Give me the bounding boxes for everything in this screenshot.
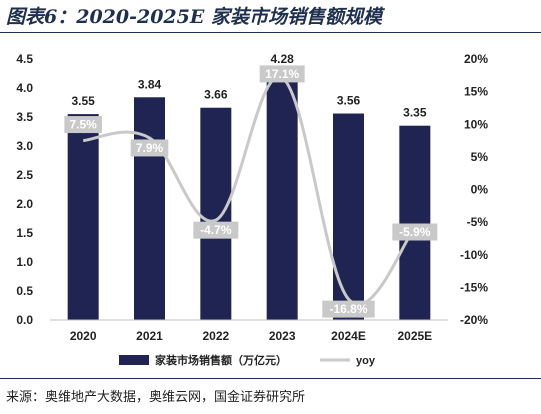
left-axis-tick-label: 3.0 [16,139,33,153]
bar-mark [200,107,232,320]
left-axis-tick-label: 4.5 [16,52,33,66]
yoy-label-box [64,116,102,134]
legend-bar-swatch [119,355,149,365]
left-axis-tick-label: 3.5 [16,110,33,124]
left-axis-tick-label: 1.0 [16,255,33,269]
left-axis-tick-label: 4.0 [16,81,33,95]
source-note: 来源：奥维地产大数据，奥维云网，国金证券研究所 [6,390,306,405]
yoy-label-box [322,300,375,318]
bar-mark [399,125,431,320]
right-axis-tick-label: 5% [471,150,489,164]
sales-bar-line-chart: 0.0 0.5 1.0 1.5 2.0 2.5 3.0 3.5 4.0 4.5 -20% -15% -1… [16,52,489,367]
yoy-label-box [193,221,239,239]
yoy-label-box [259,65,305,83]
x-axis-tick-label: 2020 [70,329,97,343]
bar-value-label: 4.28 [270,52,294,66]
legend-line-label: yoy [356,355,376,367]
right-axis-tick-label: -10% [460,248,488,262]
left-axis-tick-label: 0.0 [16,313,33,327]
right-axis-tick-label: -20% [460,313,488,327]
yoy-value-label: -5.9% [399,225,431,239]
left-axis-tick-label: 0.5 [16,284,33,298]
left-axis-tick-label: 2.0 [16,197,33,211]
yoy-label-box [130,139,169,157]
right-axis-tick-label: -15% [460,280,488,294]
x-axis-tick-label: 2023 [269,329,296,343]
bar-value-label: 3.55 [71,94,95,108]
bar-mark [67,114,99,320]
bar-value-label: 3.84 [138,77,162,91]
legend-bar-label: 家装市场销售额（万亿元） [155,353,287,367]
chart-title: 图表6：2020-2025E 家装市场销售额规模 [6,6,382,28]
right-axis-tick-label: -5% [467,215,489,229]
bar-value-label: 3.66 [204,88,228,102]
yoy-value-label: 7.5% [69,118,97,132]
yoy-value-label: 7.9% [136,141,164,155]
source-divider [0,378,541,379]
yoy-label-box [392,223,438,241]
bar-mark [134,97,165,320]
title-divider [0,32,541,33]
yoy-value-label: 17.1% [265,67,299,81]
left-axis-tick-label: 1.5 [16,226,33,240]
x-axis-tick-label: 2021 [136,329,163,343]
x-axis-tick-label: 2022 [202,329,229,343]
right-axis-tick-label: 15% [464,85,488,99]
left-axis-tick-label: 2.5 [16,168,33,182]
bar-value-label: 3.35 [403,106,427,120]
right-axis-tick-label: 20% [464,52,488,66]
x-axis-tick-label: 2025E [397,329,432,343]
yoy-value-label: -4.7% [200,223,232,237]
bar-mark [333,113,364,321]
right-axis-tick-label: 0% [471,183,489,197]
bar-value-label: 3.56 [337,94,361,108]
x-axis-tick-label: 2024E [331,329,366,343]
bar-mark [266,71,298,320]
yoy-value-label: -16.8% [329,302,367,316]
right-axis-tick-label: 10% [464,117,488,131]
yoy-line-mark [82,75,417,306]
